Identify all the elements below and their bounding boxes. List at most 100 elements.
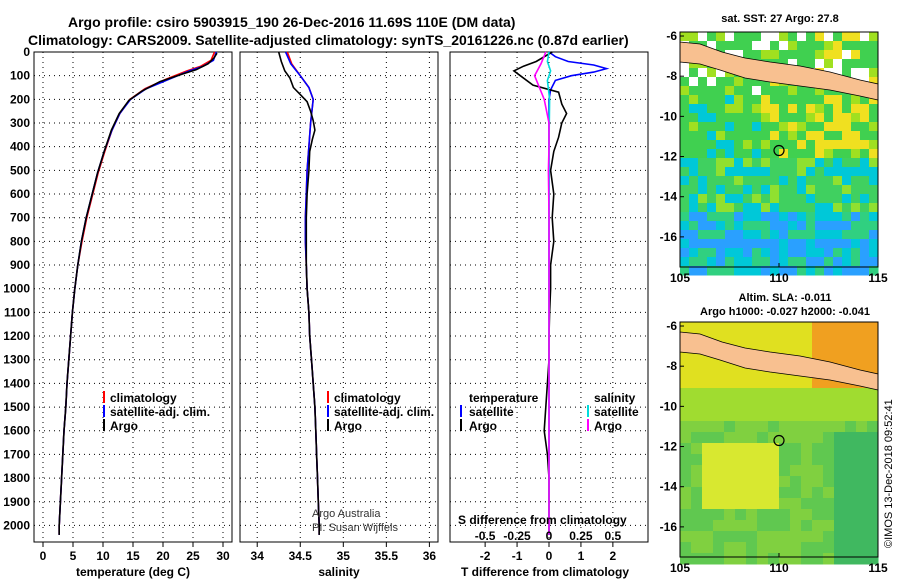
map-cell xyxy=(824,86,834,96)
legend-temperature-heading: temperature xyxy=(469,391,539,405)
map-cell xyxy=(790,443,802,455)
map-cell xyxy=(797,59,807,69)
salinity-legend-climatology: climatology xyxy=(334,391,401,405)
map-cell xyxy=(867,520,879,532)
map-cell xyxy=(707,230,717,240)
map-cell xyxy=(698,266,708,276)
map-cell xyxy=(707,95,717,105)
map-cell xyxy=(842,122,852,132)
map-cell xyxy=(869,257,879,267)
map-cell xyxy=(761,122,771,132)
map-cell xyxy=(790,322,802,334)
map-cell xyxy=(713,443,725,455)
map-cell xyxy=(790,432,802,444)
map-cell xyxy=(702,366,714,378)
imos-watermark: ©IMOS 13-Dec-2018 09:52:41 xyxy=(883,399,895,548)
map-cell xyxy=(834,531,846,543)
map-cell xyxy=(779,131,789,141)
map-cell xyxy=(716,104,726,114)
map-cell xyxy=(689,68,699,78)
map-cell xyxy=(746,498,758,510)
map-cell xyxy=(779,322,791,334)
map-cell xyxy=(761,50,771,60)
map-cell xyxy=(797,176,807,186)
s-difference-tick-label: -0.5 xyxy=(475,529,496,543)
map-cell xyxy=(801,553,813,565)
map-cell xyxy=(806,158,816,168)
map-cell xyxy=(824,248,834,258)
map-cell xyxy=(856,432,868,444)
map-cell xyxy=(790,520,802,532)
map-cell xyxy=(743,176,753,186)
map-cell xyxy=(788,158,798,168)
map-cell xyxy=(815,113,825,123)
map-cell xyxy=(770,266,780,276)
map-cell xyxy=(734,257,744,267)
argo-float-marker xyxy=(773,144,785,157)
map-cell xyxy=(801,322,813,334)
map-cell xyxy=(779,203,789,213)
map-cell xyxy=(788,32,798,42)
map-cell xyxy=(824,113,834,123)
map-cell xyxy=(743,122,753,132)
map-cell xyxy=(797,140,807,150)
map-cell xyxy=(812,520,824,532)
map-cell xyxy=(707,113,717,123)
map-cell xyxy=(867,421,879,433)
map-cell xyxy=(698,113,708,123)
map-cell xyxy=(724,509,736,521)
map-cell xyxy=(833,104,843,114)
map-cell xyxy=(851,248,861,258)
map-cell xyxy=(702,432,714,444)
map-cell xyxy=(797,50,807,60)
map-cell xyxy=(779,86,789,96)
map-cell xyxy=(725,239,735,249)
map-cell xyxy=(856,531,868,543)
map-cell xyxy=(761,221,771,231)
map-lat-label: -14 xyxy=(660,190,678,204)
map-cell xyxy=(867,487,879,499)
map-cell xyxy=(680,399,692,411)
legend-temperature-satellite: satellite xyxy=(469,405,514,419)
map-cell xyxy=(680,366,692,378)
map-cell xyxy=(698,239,708,249)
map-cell xyxy=(761,95,771,105)
map-cell xyxy=(788,149,798,159)
map-cell xyxy=(689,257,699,267)
map-cell xyxy=(724,542,736,554)
map-cell xyxy=(768,399,780,411)
map-cell xyxy=(824,158,834,168)
map-cell xyxy=(867,531,879,543)
map-cell xyxy=(735,509,747,521)
map-cell xyxy=(833,239,843,249)
map-cell xyxy=(734,176,744,186)
map-cell xyxy=(788,59,798,69)
map-cell xyxy=(806,59,816,69)
map-cell xyxy=(680,149,690,159)
map-cell xyxy=(724,520,736,532)
map-cell xyxy=(680,32,690,42)
map-cell xyxy=(770,131,780,141)
map-cell xyxy=(691,542,703,554)
map-cell xyxy=(768,531,780,543)
map-cell xyxy=(869,149,879,159)
map-cell xyxy=(790,388,802,400)
map-cell xyxy=(856,410,868,422)
map-cell xyxy=(806,140,816,150)
map-cell xyxy=(824,212,834,222)
map-cell xyxy=(856,509,868,521)
map-cell xyxy=(716,185,726,195)
map-cell xyxy=(833,266,843,276)
map-cell xyxy=(702,377,714,389)
map-cell xyxy=(790,476,802,488)
map-cell xyxy=(823,399,835,411)
map-cell xyxy=(716,131,726,141)
map-cell xyxy=(801,465,813,477)
map-cell xyxy=(845,476,857,488)
salinity-legend-satellite: satellite-adj. clim. xyxy=(334,405,434,419)
map-cell xyxy=(790,377,802,389)
map-cell xyxy=(815,194,825,204)
map-cell xyxy=(752,77,762,87)
map-cell xyxy=(768,432,780,444)
